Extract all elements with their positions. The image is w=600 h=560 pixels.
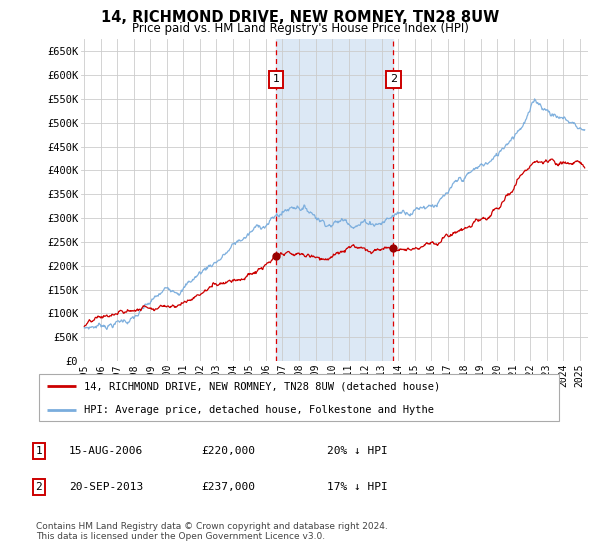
Text: 15-AUG-2006: 15-AUG-2006 <box>69 446 143 456</box>
Text: 2: 2 <box>390 74 397 85</box>
Text: 20% ↓ HPI: 20% ↓ HPI <box>327 446 388 456</box>
Text: HPI: Average price, detached house, Folkestone and Hythe: HPI: Average price, detached house, Folk… <box>83 405 434 415</box>
Text: 1: 1 <box>35 446 43 456</box>
Text: Contains HM Land Registry data © Crown copyright and database right 2024.
This d: Contains HM Land Registry data © Crown c… <box>36 522 388 542</box>
FancyBboxPatch shape <box>38 375 559 421</box>
Text: Price paid vs. HM Land Registry's House Price Index (HPI): Price paid vs. HM Land Registry's House … <box>131 22 469 35</box>
Text: 17% ↓ HPI: 17% ↓ HPI <box>327 482 388 492</box>
Text: 1: 1 <box>273 74 280 85</box>
Text: £220,000: £220,000 <box>201 446 255 456</box>
Text: 20-SEP-2013: 20-SEP-2013 <box>69 482 143 492</box>
Text: 14, RICHMOND DRIVE, NEW ROMNEY, TN28 8UW (detached house): 14, RICHMOND DRIVE, NEW ROMNEY, TN28 8UW… <box>83 381 440 391</box>
Text: £237,000: £237,000 <box>201 482 255 492</box>
Text: 2: 2 <box>35 482 43 492</box>
Bar <box>276 39 394 361</box>
Text: 14, RICHMOND DRIVE, NEW ROMNEY, TN28 8UW: 14, RICHMOND DRIVE, NEW ROMNEY, TN28 8UW <box>101 10 499 25</box>
